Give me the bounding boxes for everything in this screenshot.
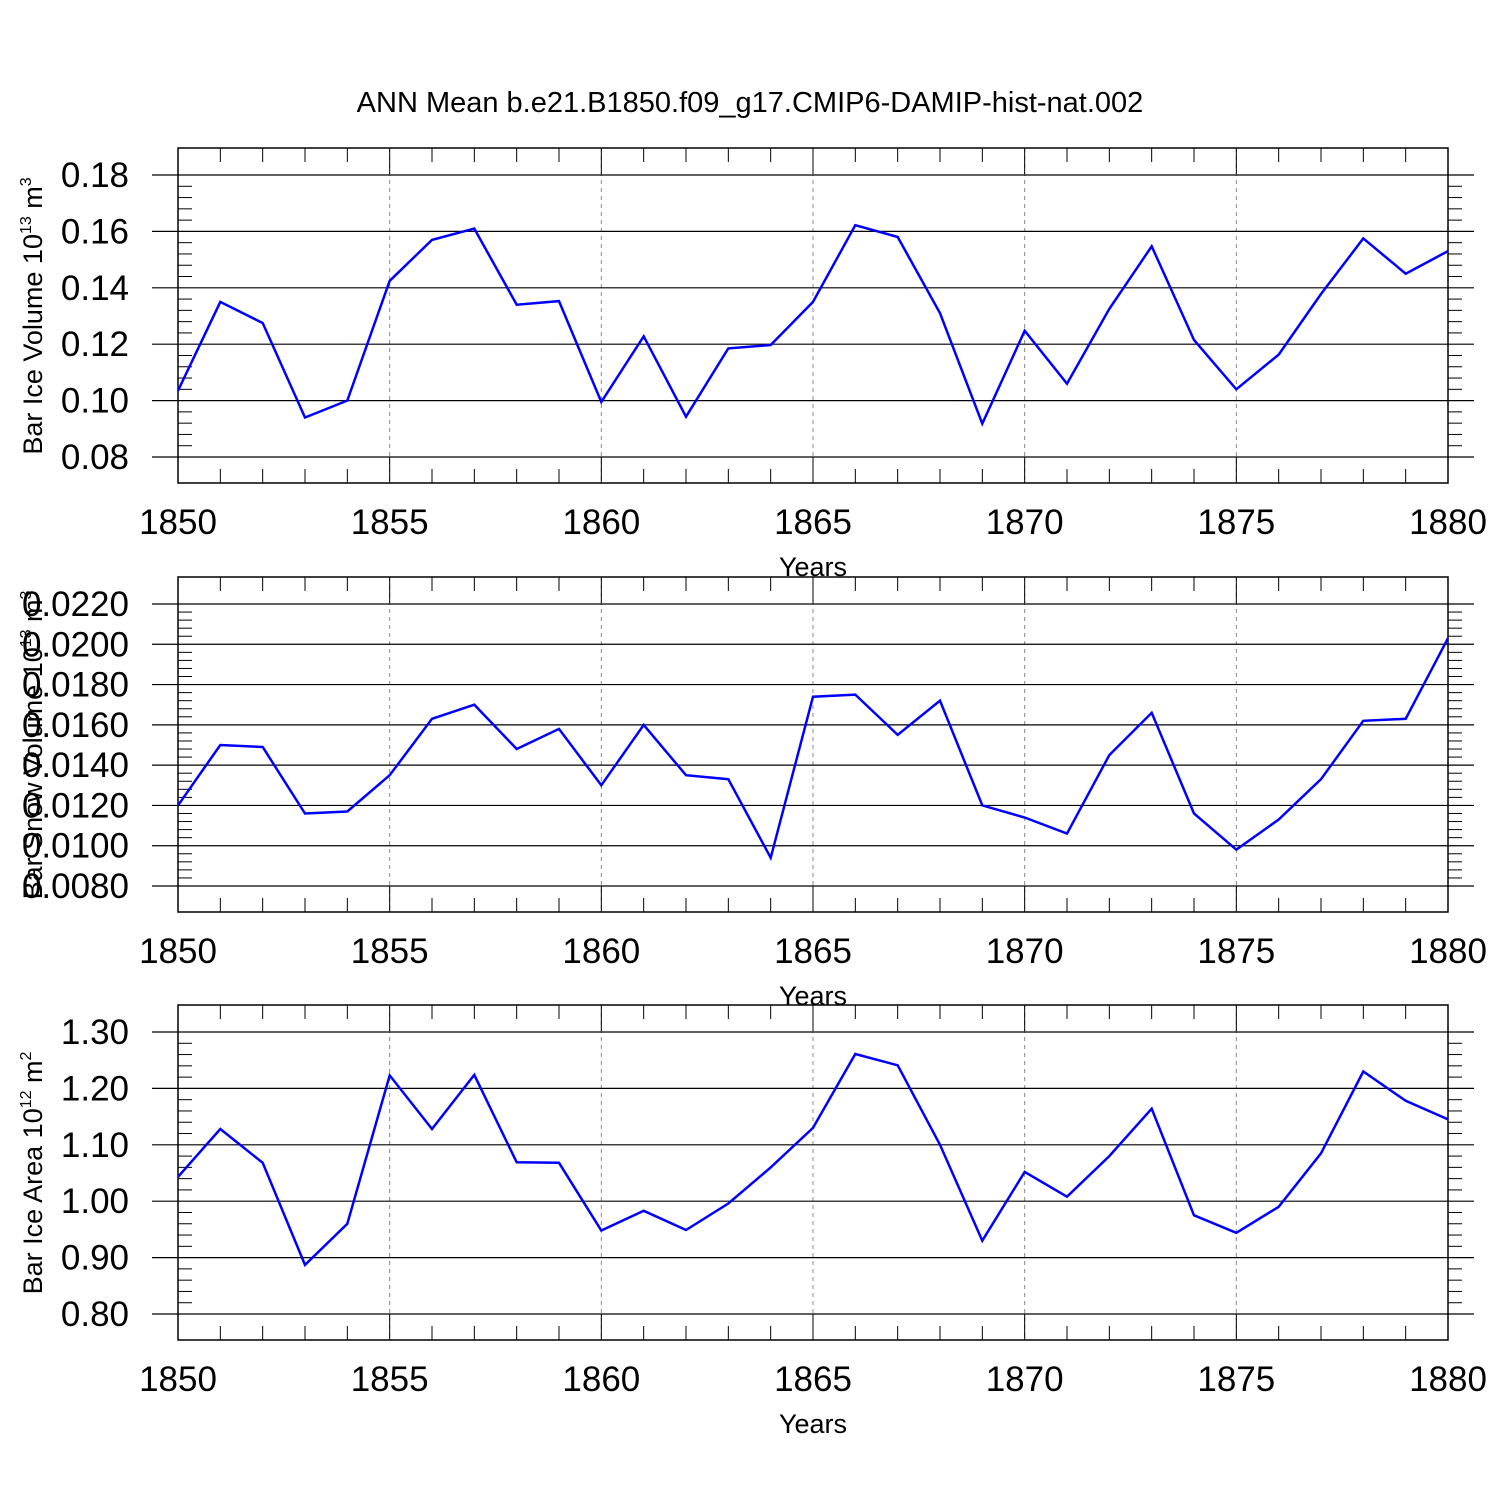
y-tick-label: 0.0140 xyxy=(22,746,129,785)
x-tick-label: 1860 xyxy=(562,503,640,542)
x-axis-label: Years xyxy=(779,1409,847,1439)
y-axis-label-text: Bar Snow Volume 10 xyxy=(18,647,48,899)
x-tick-label: 1880 xyxy=(1409,932,1487,971)
x-tick-label: 1880 xyxy=(1409,503,1487,542)
y-tick-label: 0.0100 xyxy=(22,827,129,866)
y-tick-label: 0.12 xyxy=(61,325,129,364)
x-tick-label: 1855 xyxy=(351,932,429,971)
y-axis-label: Bar Snow Volume 1013 m3 xyxy=(18,590,48,899)
y-tick-label: 0.0220 xyxy=(22,585,129,624)
y-axis-label-text: Bar Ice Area 10 xyxy=(18,1108,48,1294)
y-tick-label: 1.30 xyxy=(61,1013,129,1052)
x-tick-label: 1875 xyxy=(1197,503,1275,542)
y-axis-label-text: m xyxy=(18,186,48,216)
x-tick-label: 1860 xyxy=(562,1360,640,1399)
y-tick-label: 0.16 xyxy=(61,212,129,251)
y-tick-label: 1.10 xyxy=(61,1126,129,1165)
x-tick-label: 1870 xyxy=(986,503,1064,542)
x-tick-label: 1865 xyxy=(774,503,852,542)
x-tick-label: 1855 xyxy=(351,503,429,542)
y-axis-label: Bar Ice Area 1012 m2 xyxy=(18,1051,48,1294)
y-tick-label: 1.00 xyxy=(61,1182,129,1221)
y-tick-label: 0.0200 xyxy=(22,625,129,664)
y-tick-label: 0.0160 xyxy=(22,706,129,745)
y-tick-label: 0.14 xyxy=(61,269,129,308)
y-axis-label-superscript: 2 xyxy=(18,1051,35,1060)
x-tick-label: 1865 xyxy=(774,1360,852,1399)
x-tick-label: 1875 xyxy=(1197,1360,1275,1399)
x-tick-label: 1855 xyxy=(351,1360,429,1399)
x-tick-label: 1870 xyxy=(986,1360,1064,1399)
y-tick-label: 0.18 xyxy=(61,156,129,195)
x-tick-label: 1850 xyxy=(139,503,217,542)
chart-panel-1: 0.08 0.10 0.12 0.14 0.16 0.18 1850 1855 1860 1865… xyxy=(18,147,1487,582)
x-tick-label: 1875 xyxy=(1197,932,1275,971)
y-axis-label-text: m xyxy=(18,599,48,629)
x-tick-label: 1870 xyxy=(986,932,1064,971)
y-axis-label-superscript: 12 xyxy=(18,1090,35,1108)
y-axis-label-superscript: 3 xyxy=(18,590,35,599)
y-axis-label-text: Bar Ice Volume 10 xyxy=(18,234,48,455)
y-tick-label: 0.0180 xyxy=(22,666,129,705)
x-tick-label: 1850 xyxy=(139,932,217,971)
x-tick-label: 1860 xyxy=(562,932,640,971)
x-tick-label: 1880 xyxy=(1409,1360,1487,1399)
y-tick-label: 0.10 xyxy=(61,382,129,421)
y-axis-label-superscript: 13 xyxy=(18,629,35,647)
y-tick-label: 0.0080 xyxy=(22,867,129,906)
x-tick-label: 1865 xyxy=(774,932,852,971)
y-axis-label-text: m xyxy=(18,1060,48,1090)
chart-panel-2: 0.00800.01000.01200.01400.01600.01800.02… xyxy=(18,576,1487,1011)
panels: 0.08 0.10 0.12 0.14 0.16 0.18 1850 1855 1860 1865… xyxy=(18,147,1487,1439)
chart-panel-3: 0.80 0.90 1.00 1.10 1.20 1.30 1850 1855 1860 1865… xyxy=(18,1004,1487,1439)
y-axis-label: Bar Ice Volume 1013 m3 xyxy=(18,177,48,454)
y-tick-label: 1.20 xyxy=(61,1069,129,1108)
figure-title: ANN Mean b.e21.B1850.f09_g17.CMIP6-DAMIP… xyxy=(357,87,1144,119)
y-axis-label-superscript: 3 xyxy=(18,177,35,186)
y-tick-label: 0.90 xyxy=(61,1239,129,1278)
y-axis-label-superscript: 13 xyxy=(18,216,35,234)
y-tick-label: 0.80 xyxy=(61,1295,129,1334)
y-tick-label: 0.0120 xyxy=(22,786,129,825)
x-tick-label: 1850 xyxy=(139,1360,217,1399)
y-tick-label: 0.08 xyxy=(61,438,129,477)
